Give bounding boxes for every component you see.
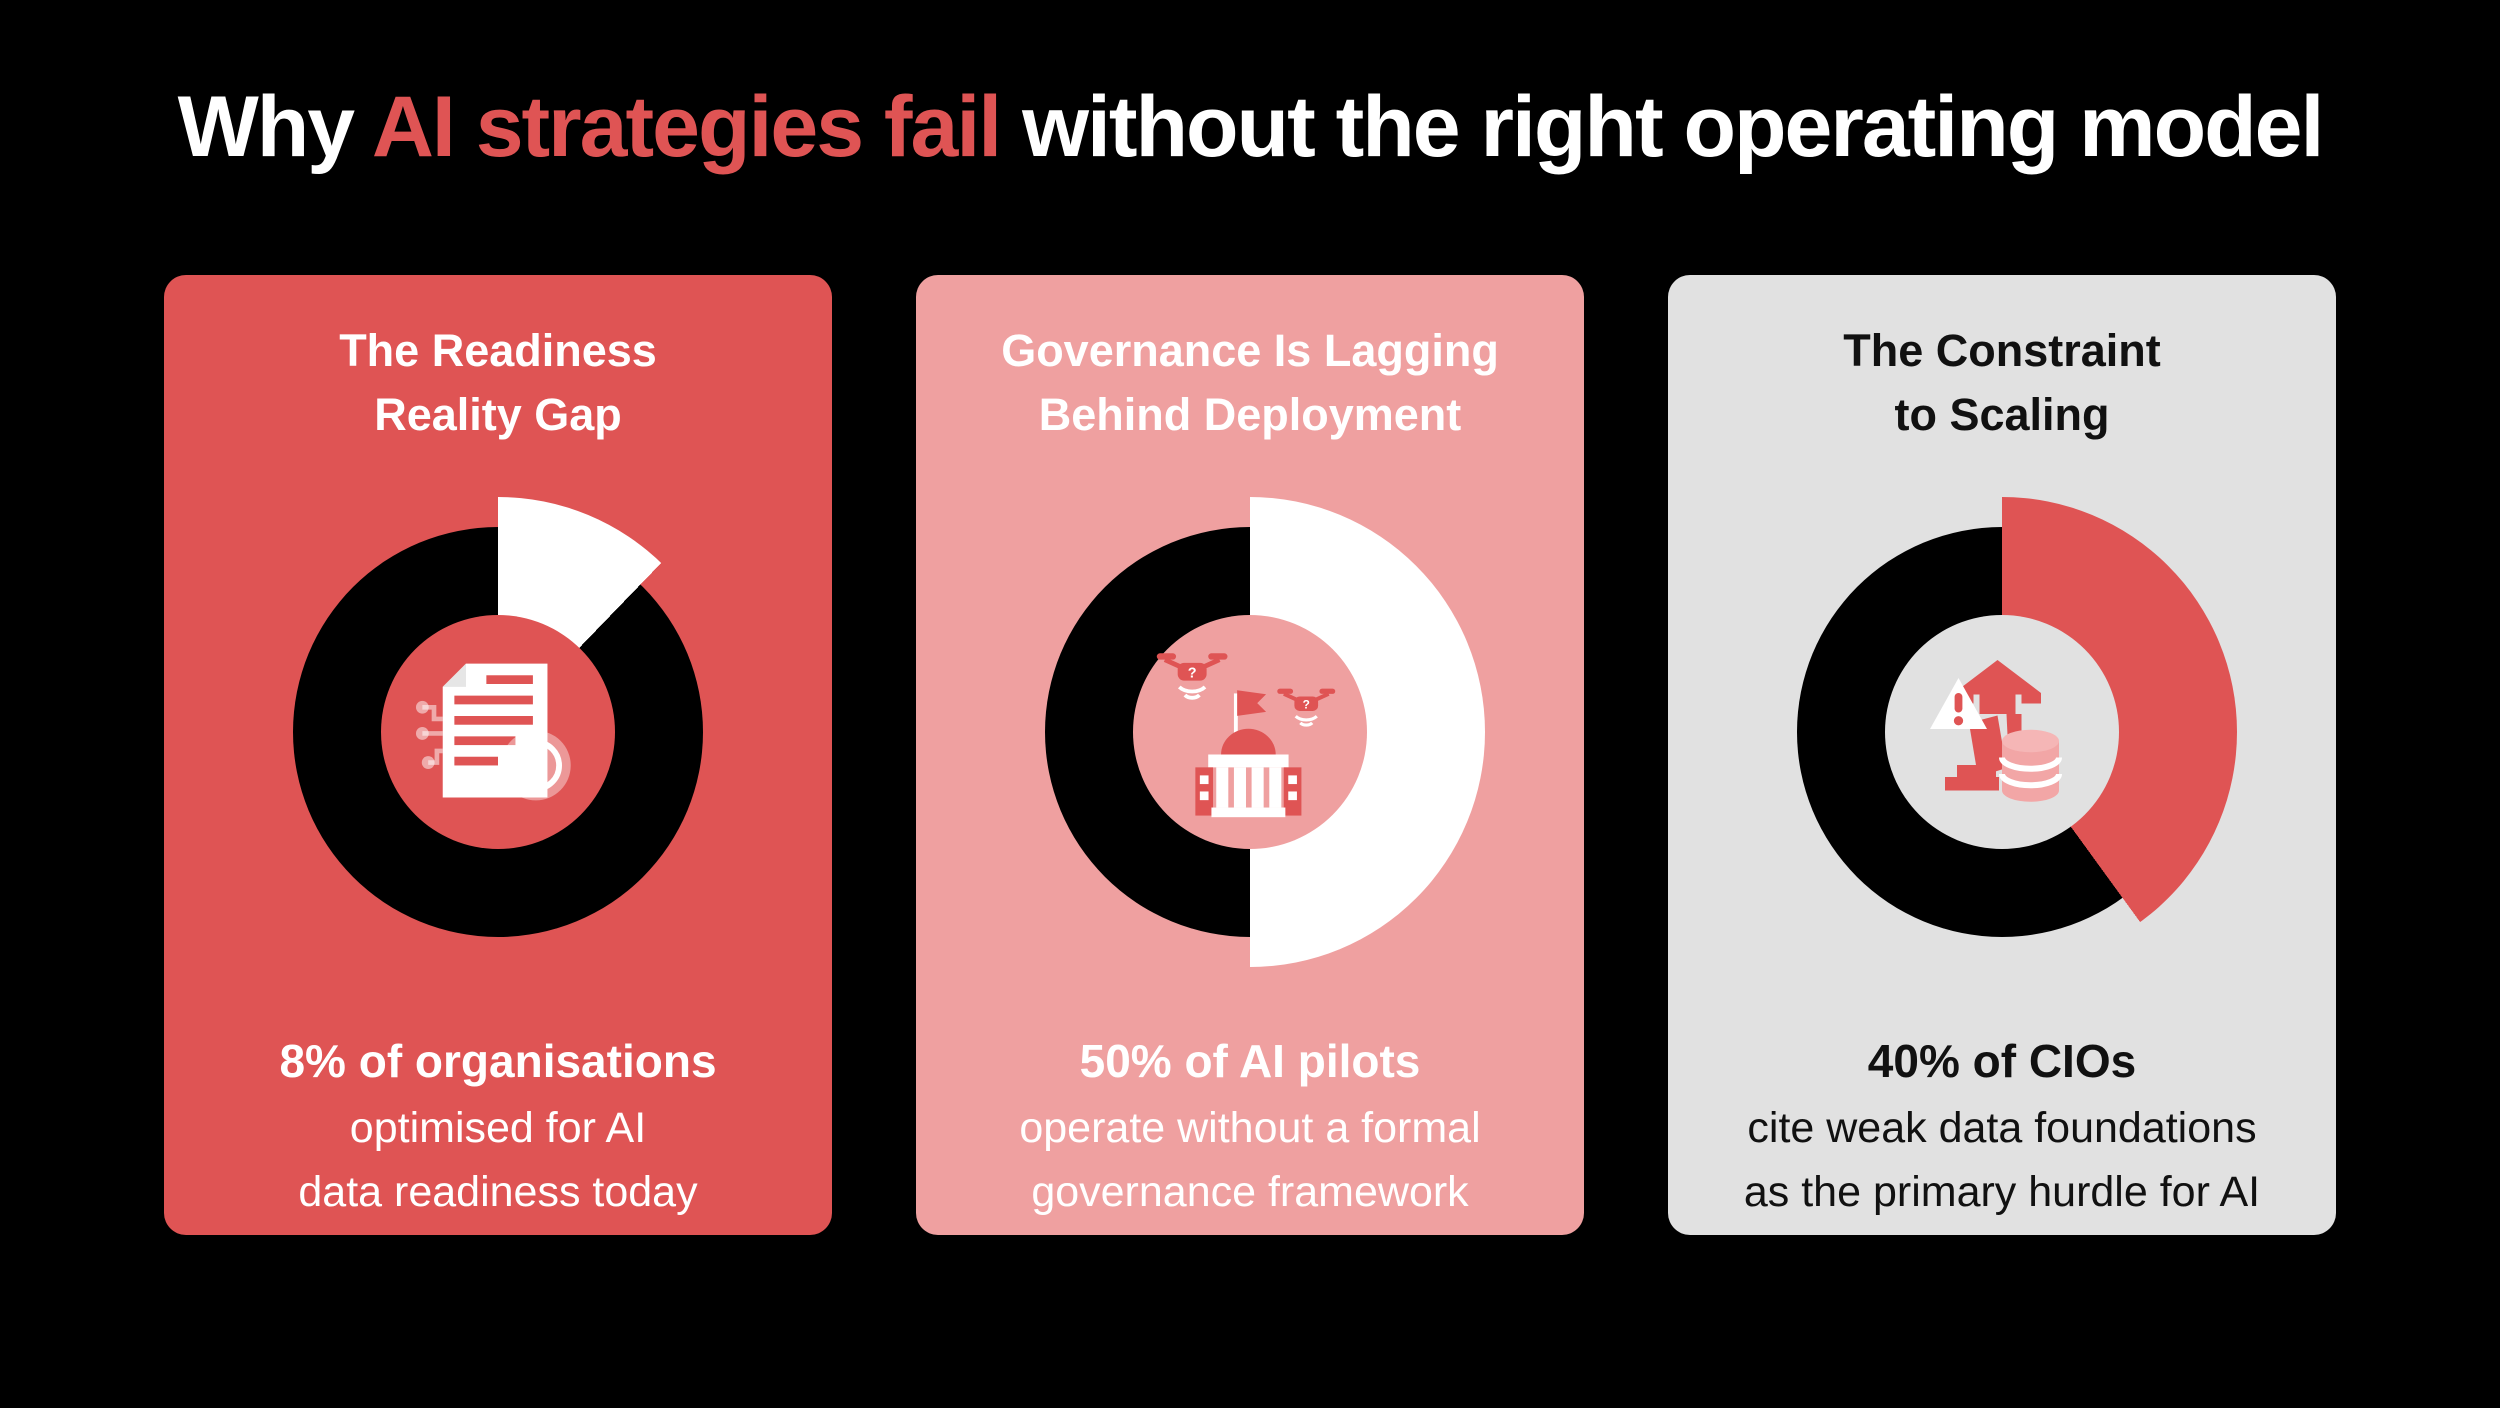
stat-block: 8% of organisations optimised for AI dat… <box>279 1027 716 1225</box>
donut-chart-governance: ? ? <box>1015 496 1485 967</box>
card-readiness-reality-gap: The Readiness Reality Gap <box>164 274 832 1235</box>
donut-chart-scaling <box>1767 496 2237 967</box>
stat-headline: 8% of organisations <box>279 1034 717 1087</box>
stat-block: 50% of AI pilots operate without a forma… <box>1019 1027 1480 1225</box>
stat-line: cite weak data foundations <box>1747 1103 2257 1152</box>
donut-center: ? ? <box>1133 614 1367 849</box>
card-governance-lagging: Governance Is Lagging Behind Deployment <box>916 274 1584 1235</box>
card-title-line: to Scaling <box>1894 388 2110 440</box>
card-constraint-to-scaling: The Constraint to Scaling <box>1668 274 2336 1235</box>
svg-text:?: ? <box>1188 665 1197 681</box>
page-title: Why AI strategies fail without the right… <box>0 0 2500 177</box>
cards-row: The Readiness Reality Gap <box>0 274 2500 1235</box>
card-title-line: The Constraint <box>1843 324 2161 376</box>
weak-foundation-database-icon <box>1930 659 2062 802</box>
circuit-nodes <box>415 700 435 769</box>
government-drones-icon: ? ? <box>1156 652 1336 817</box>
stat-line: data readiness today <box>298 1168 698 1217</box>
stat-line: operate without a formal <box>1019 1103 1481 1152</box>
stat-line: as the primary hurdle for AI <box>1743 1168 2261 1217</box>
database-icon <box>1999 729 2062 802</box>
title-prefix: Why <box>177 79 372 175</box>
donut-center <box>1885 614 2119 849</box>
alert-circle-icon <box>500 730 571 801</box>
data-document-alert-icon <box>415 663 571 801</box>
donut-chart-readiness <box>263 496 733 967</box>
card-title: The Constraint to Scaling <box>1843 319 2161 447</box>
stat-line: optimised for AI <box>349 1103 647 1152</box>
card-title: The Readiness Reality Gap <box>339 319 657 447</box>
drone-icon: ? <box>1277 688 1336 727</box>
drone-icon: ? <box>1156 652 1228 700</box>
svg-text:?: ? <box>1303 697 1310 711</box>
stat-headline: 50% of AI pilots <box>1079 1034 1421 1087</box>
stat-block: 40% of CIOs cite weak data foundations a… <box>1744 1027 2260 1225</box>
title-suffix: without the right operating model <box>1000 79 2324 175</box>
title-highlight: AI strategies fail <box>371 79 1002 175</box>
card-title-line: Governance Is Lagging <box>1001 324 1499 376</box>
card-title-line: Behind Deployment <box>1038 388 1462 440</box>
card-title-line: The Readiness <box>339 324 657 376</box>
card-title-line: Reality Gap <box>374 388 622 440</box>
capitol-building-icon <box>1195 689 1302 817</box>
donut-center <box>381 614 615 849</box>
card-title: Governance Is Lagging Behind Deployment <box>1001 319 1499 447</box>
warning-triangle-icon <box>1930 677 1987 729</box>
stat-line: governance framework <box>1031 1168 1469 1217</box>
stat-headline: 40% of CIOs <box>1867 1034 2137 1087</box>
